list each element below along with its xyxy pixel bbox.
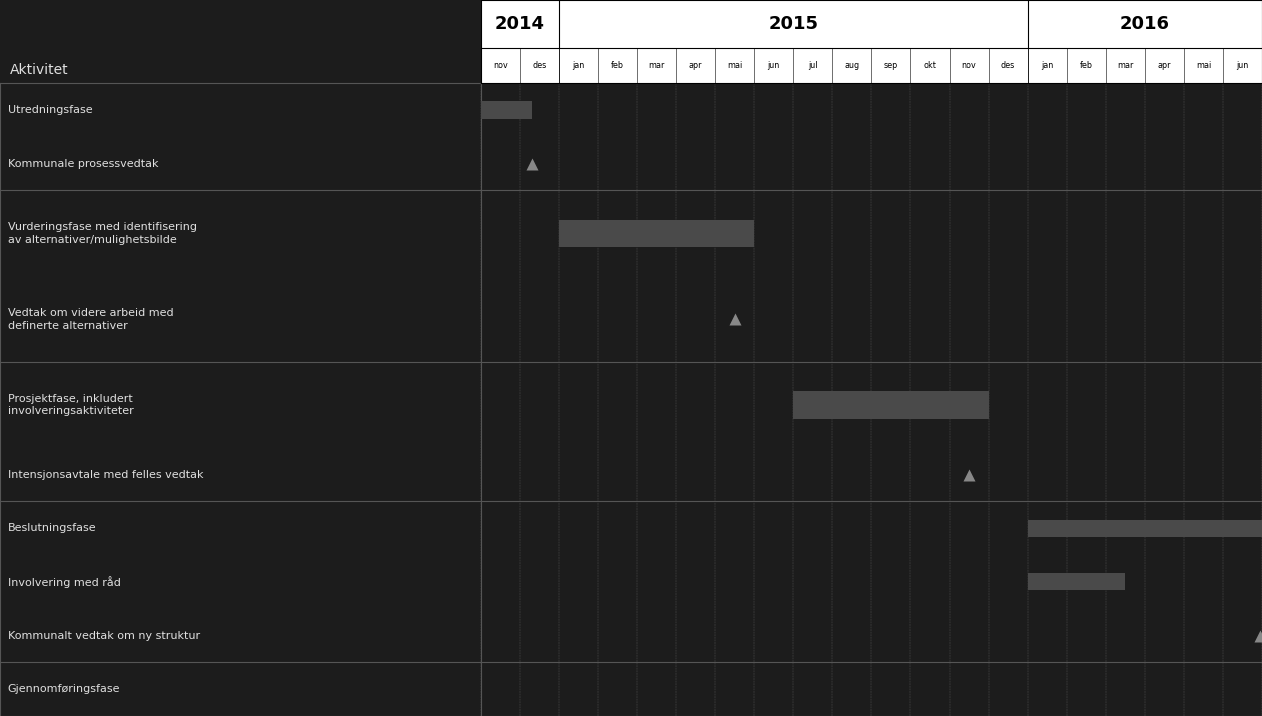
Bar: [1027, 574, 1126, 591]
Text: mai: mai: [727, 61, 742, 70]
Text: okt: okt: [924, 61, 936, 70]
Text: apr: apr: [689, 61, 703, 70]
Text: Kommunale prosessvedtak: Kommunale prosessvedtak: [8, 158, 158, 168]
Text: Utredningsfase: Utredningsfase: [8, 105, 92, 115]
Text: des: des: [1001, 61, 1015, 70]
Bar: [481, 0, 1262, 83]
Bar: [794, 391, 988, 419]
Text: Kommunalt vedtak om ny struktur: Kommunalt vedtak om ny struktur: [8, 631, 199, 641]
Text: 2015: 2015: [769, 15, 818, 33]
Text: Prosjektfase, inkludert
involveringsaktiviteter: Prosjektfase, inkludert involveringsakti…: [8, 394, 134, 416]
Text: aug: aug: [844, 61, 859, 70]
Text: jun: jun: [1237, 61, 1248, 70]
Bar: [1027, 520, 1262, 537]
Text: Beslutningsfase: Beslutningsfase: [8, 523, 96, 533]
Text: jan: jan: [573, 61, 584, 70]
Text: Vurderingsfase med identifisering
av alternativer/mulighetsbilde: Vurderingsfase med identifisering av alt…: [8, 222, 197, 245]
Bar: [481, 102, 531, 119]
Text: 2016: 2016: [1119, 15, 1170, 33]
Text: Gjennomføringsfase: Gjennomføringsfase: [8, 684, 120, 695]
Text: Aktivitet: Aktivitet: [10, 64, 68, 77]
Text: nov: nov: [962, 61, 977, 70]
Text: feb: feb: [611, 61, 623, 70]
Text: apr: apr: [1157, 61, 1171, 70]
Text: jun: jun: [767, 61, 780, 70]
Text: 2014: 2014: [495, 15, 545, 33]
Text: mar: mar: [649, 61, 665, 70]
Text: jan: jan: [1041, 61, 1054, 70]
Text: nov: nov: [493, 61, 507, 70]
Text: des: des: [533, 61, 546, 70]
Text: jul: jul: [808, 61, 818, 70]
Text: sep: sep: [883, 61, 899, 70]
Text: Vedtak om videre arbeid med
definerte alternativer: Vedtak om videre arbeid med definerte al…: [8, 308, 173, 331]
Text: Involvering med råd: Involvering med råd: [8, 576, 120, 588]
Text: mai: mai: [1196, 61, 1212, 70]
Text: Intensjonsavtale med felles vedtak: Intensjonsavtale med felles vedtak: [8, 470, 203, 480]
Text: feb: feb: [1080, 61, 1093, 70]
Bar: [559, 220, 755, 247]
Text: mar: mar: [1117, 61, 1133, 70]
